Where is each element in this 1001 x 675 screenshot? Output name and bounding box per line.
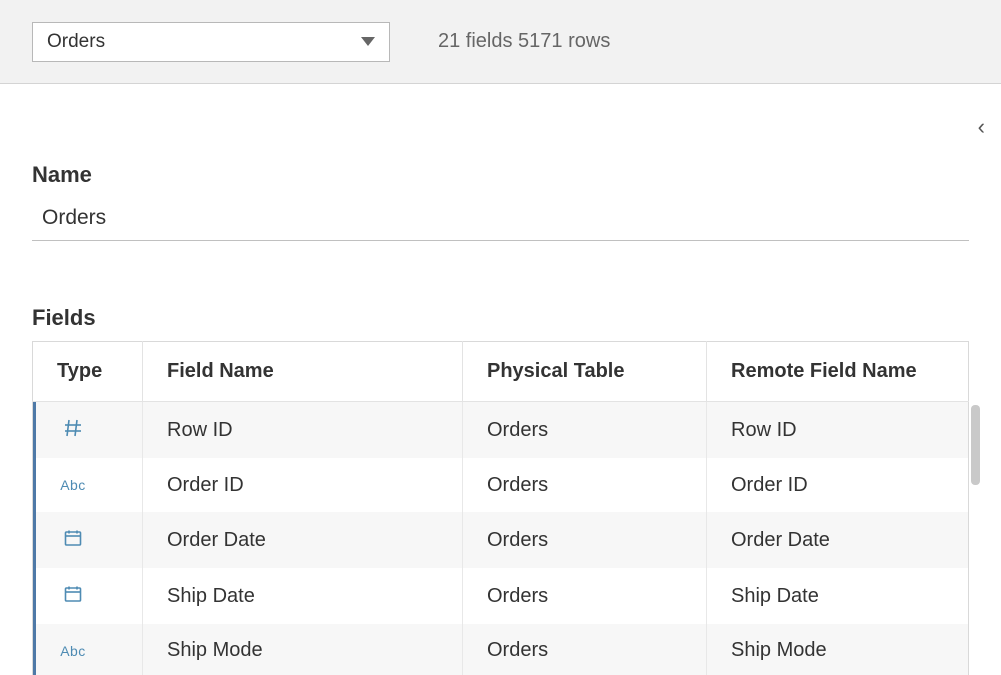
collapse-panel-icon[interactable]: ‹ (978, 116, 985, 138)
number-type-icon (59, 416, 87, 440)
date-type-icon (59, 582, 87, 606)
table-row[interactable]: Order DateOrdersOrder Date (33, 512, 969, 568)
type-cell[interactable] (33, 568, 143, 624)
col-header-physical-table[interactable]: Physical Table (463, 342, 707, 402)
table-select-dropdown[interactable]: Orders (32, 22, 390, 62)
content-area: Name Fields Type Field Name Physical Tab… (0, 162, 1001, 675)
table-row[interactable]: Abc Order IDOrdersOrder ID (33, 458, 969, 512)
type-cell[interactable] (33, 402, 143, 458)
table-row[interactable]: Row IDOrdersRow ID (33, 402, 969, 458)
col-header-field-name[interactable]: Field Name (143, 342, 463, 402)
remote-field-cell: Order ID (707, 458, 969, 512)
table-row[interactable]: Ship DateOrdersShip Date (33, 568, 969, 624)
scrollbar-thumb[interactable] (971, 405, 980, 485)
date-type-icon (59, 526, 87, 550)
table-meta-text: 21 fields 5171 rows (438, 30, 610, 53)
col-header-remote-field[interactable]: Remote Field Name (707, 342, 969, 402)
type-cell[interactable]: Abc (33, 458, 143, 512)
top-bar: Orders 21 fields 5171 rows (0, 0, 1001, 84)
fields-table-head: Type Field Name Physical Table Remote Fi… (33, 342, 969, 402)
string-type-icon: Abc (59, 473, 87, 497)
col-header-type[interactable]: Type (33, 342, 143, 402)
chevron-down-icon (361, 37, 375, 46)
fields-table-body: Row IDOrdersRow IDAbcOrder IDOrdersOrder… (33, 402, 969, 675)
name-input[interactable] (32, 202, 969, 234)
physical-table-cell: Orders (463, 568, 707, 624)
type-cell[interactable] (33, 512, 143, 568)
physical-table-cell: Orders (463, 458, 707, 512)
remote-field-cell: Ship Date (707, 568, 969, 624)
field-name-cell[interactable]: Ship Date (143, 568, 463, 624)
remote-field-cell: Order Date (707, 512, 969, 568)
table-row[interactable]: Abc Ship ModeOrdersShip Mode (33, 624, 969, 675)
physical-table-cell: Orders (463, 624, 707, 675)
fields-table-outer: Type Field Name Physical Table Remote Fi… (32, 341, 969, 675)
remote-field-cell: Row ID (707, 402, 969, 458)
table-select-label: Orders (47, 31, 105, 53)
field-name-cell[interactable]: Order Date (143, 512, 463, 568)
field-name-cell[interactable]: Ship Mode (143, 624, 463, 675)
fields-section-label: Fields (32, 305, 969, 331)
remote-field-cell: Ship Mode (707, 624, 969, 675)
field-name-cell[interactable]: Order ID (143, 458, 463, 512)
physical-table-cell: Orders (463, 402, 707, 458)
fields-table: Type Field Name Physical Table Remote Fi… (32, 341, 969, 675)
physical-table-cell: Orders (463, 512, 707, 568)
type-cell[interactable]: Abc (33, 624, 143, 675)
name-input-wrap (32, 202, 969, 241)
string-type-icon: Abc (59, 639, 87, 663)
name-section-label: Name (32, 162, 969, 188)
field-name-cell[interactable]: Row ID (143, 402, 463, 458)
